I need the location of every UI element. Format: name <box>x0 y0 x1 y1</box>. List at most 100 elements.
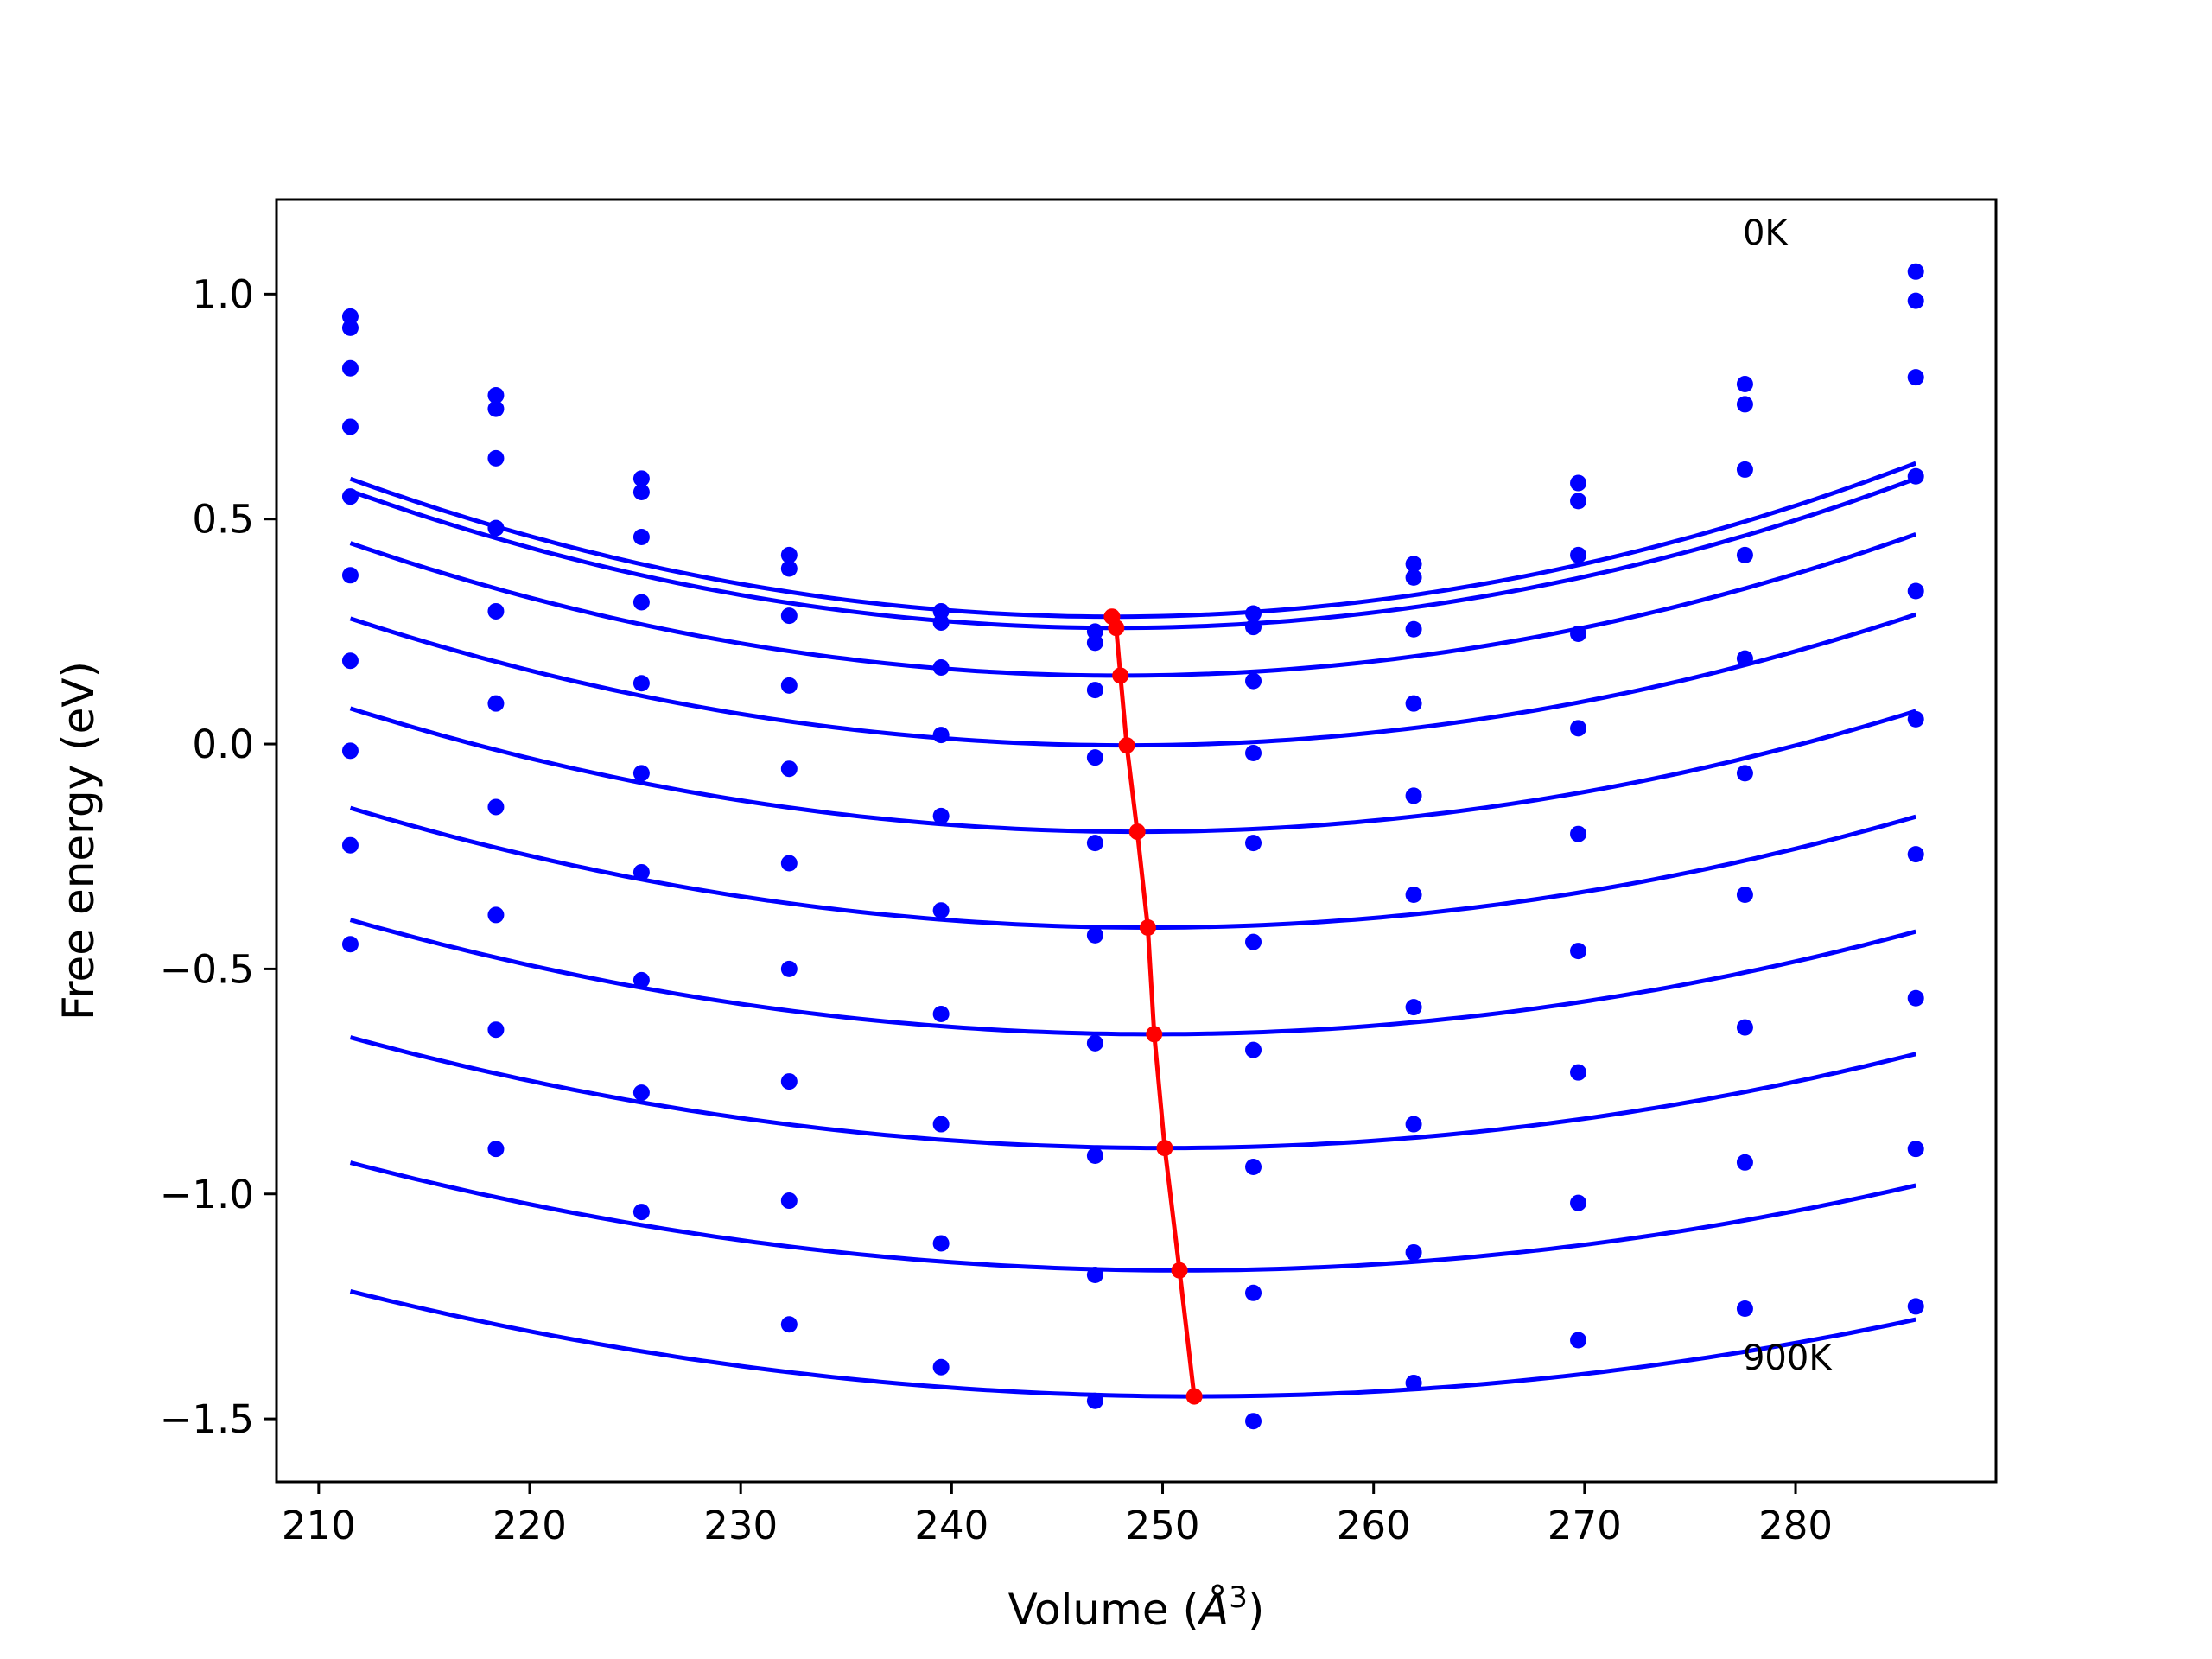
data-point <box>487 1141 505 1158</box>
data-point <box>1907 710 1924 728</box>
data-point <box>932 602 950 620</box>
plot-frame <box>275 198 1998 1484</box>
data-point <box>341 308 359 325</box>
minimum-point <box>1185 1388 1203 1405</box>
data-point <box>1245 1041 1262 1058</box>
minimum-point <box>1112 667 1129 684</box>
data-point <box>1736 650 1753 667</box>
data-point <box>487 387 505 404</box>
data-point <box>932 727 950 744</box>
data-point <box>1570 720 1587 737</box>
data-point <box>1245 1284 1262 1301</box>
data-point <box>1405 886 1422 903</box>
annotations: 0K 900K <box>1743 213 1833 1378</box>
data-point <box>932 807 950 824</box>
data-point <box>1245 744 1262 761</box>
data-point <box>1736 1154 1753 1171</box>
data-point <box>1907 292 1924 309</box>
data-point <box>487 519 505 537</box>
x-tick-label: 280 <box>1758 1503 1833 1548</box>
data-point <box>341 936 359 953</box>
data-point <box>341 742 359 760</box>
data-point <box>1570 943 1587 960</box>
data-point <box>1405 556 1422 573</box>
data-point <box>632 1084 650 1102</box>
y-tick-label: 1.0 <box>192 271 254 317</box>
x-tick-label: 220 <box>493 1503 567 1548</box>
fit-curve-1 <box>349 476 1917 631</box>
x-tick-label: 270 <box>1548 1503 1622 1548</box>
fit-curve-5 <box>349 805 1916 930</box>
data-point <box>1736 396 1753 413</box>
data-point <box>341 319 359 336</box>
data-point <box>932 1358 950 1376</box>
data-point <box>1570 1194 1587 1211</box>
data-point <box>1405 787 1422 804</box>
fit-curve-0 <box>349 461 1917 620</box>
data-point <box>632 863 650 880</box>
data-point <box>487 1021 505 1039</box>
data-point <box>1086 1034 1103 1052</box>
x-tick-label: 250 <box>1126 1503 1200 1548</box>
y-tick-label: 0.5 <box>192 497 254 543</box>
data-point <box>1570 625 1587 642</box>
fit-curve-2 <box>349 531 1917 678</box>
data-point <box>1736 886 1753 903</box>
data-point <box>632 675 650 692</box>
data-point <box>932 659 950 677</box>
x-tick-label: 230 <box>703 1503 778 1548</box>
data-point <box>1736 546 1753 563</box>
data-point <box>1086 1147 1103 1164</box>
data-point <box>341 418 359 435</box>
x-axis-title-text: Volume ( <box>1008 1585 1199 1635</box>
data-point <box>1086 749 1103 766</box>
data-point <box>1736 1019 1753 1036</box>
data-point <box>780 677 798 694</box>
data-point <box>632 971 650 988</box>
data-point <box>341 488 359 505</box>
data-point <box>1736 1300 1753 1318</box>
data-point <box>780 607 798 625</box>
data-point <box>1245 672 1262 690</box>
data-point <box>341 567 359 584</box>
data-point <box>1736 765 1753 782</box>
data-point <box>487 695 505 712</box>
data-point <box>1405 1374 1422 1391</box>
y-axis-title: Free energy (eV) <box>54 661 104 1020</box>
data-point <box>1570 825 1587 842</box>
data-point <box>1086 634 1103 652</box>
data-point <box>341 359 359 377</box>
data-point <box>780 1192 798 1210</box>
data-point <box>780 960 798 977</box>
x-axis-title-close: ) <box>1248 1585 1265 1635</box>
data-point <box>1570 1332 1587 1349</box>
data-point <box>1570 1064 1587 1081</box>
data-point <box>487 906 505 924</box>
data-point <box>1736 375 1753 392</box>
data-point <box>1245 835 1262 852</box>
y-tick-label: −1.0 <box>160 1172 254 1217</box>
data-point <box>632 765 650 782</box>
data-point <box>1570 546 1587 563</box>
fit-curve-7 <box>349 1035 1916 1151</box>
data-point <box>1907 263 1924 280</box>
fit-curve-9 <box>349 1288 1916 1399</box>
plot-content <box>341 263 1924 1430</box>
data-point <box>932 1005 950 1022</box>
y-tick-label: −1.5 <box>160 1396 254 1442</box>
data-point <box>932 1116 950 1133</box>
data-point <box>1086 926 1103 944</box>
y-tick-label: 0.0 <box>192 721 254 767</box>
data-point <box>1405 1116 1422 1133</box>
data-point <box>1405 999 1422 1016</box>
data-point <box>1907 989 1924 1007</box>
x-axis-ticks: 210 220 230 240 250 260 270 280 <box>282 1482 1833 1548</box>
data-point <box>1907 846 1924 863</box>
fit-curve-8 <box>349 1160 1916 1273</box>
data-point <box>341 836 359 854</box>
data-point <box>487 449 505 467</box>
data-point <box>1570 493 1587 510</box>
data-point <box>1907 1298 1924 1315</box>
data-point <box>1086 1392 1103 1409</box>
